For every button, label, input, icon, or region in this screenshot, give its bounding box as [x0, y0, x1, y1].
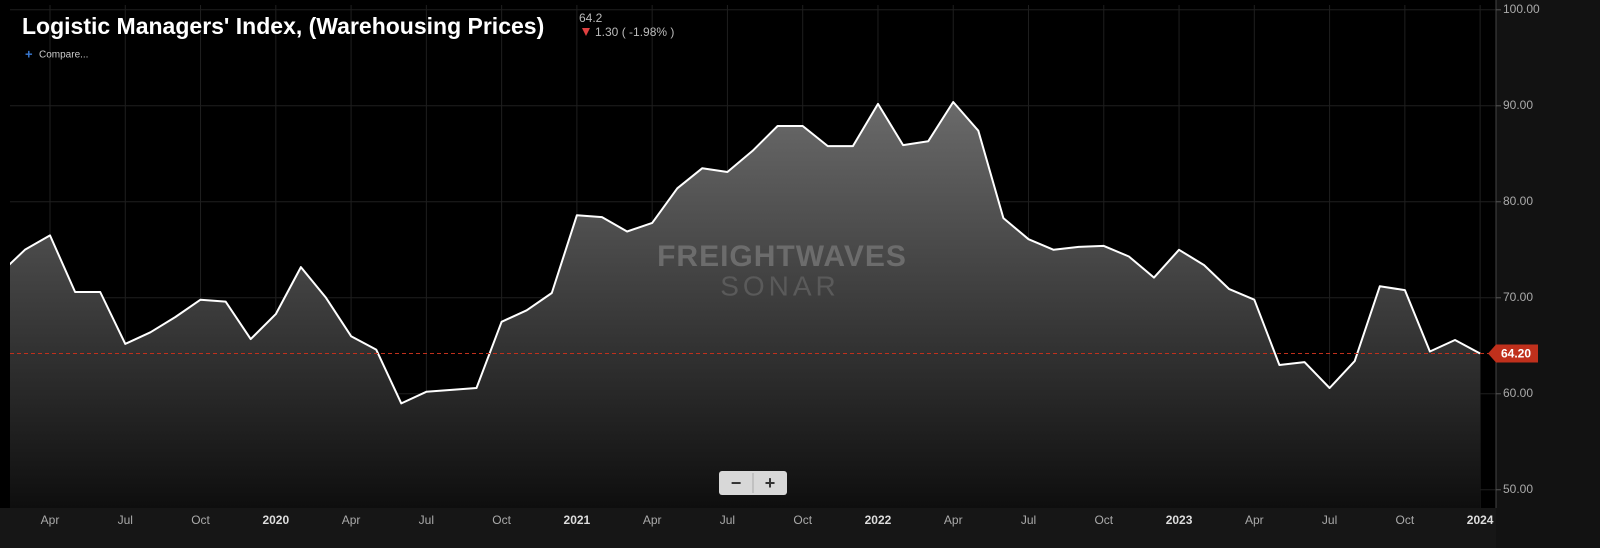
x-tick-label: Jul — [419, 513, 434, 527]
x-tick-label: Apr — [1245, 513, 1264, 527]
area-fill — [10, 102, 1481, 508]
x-tick-label: Jul — [720, 513, 735, 527]
x-tick-label: Jul — [1021, 513, 1036, 527]
last-value-tag — [1488, 344, 1538, 363]
x-tick-label: Apr — [41, 513, 60, 527]
watermark: FREIGHTWAVES — [657, 240, 907, 273]
x-tick-label: Jul — [1322, 513, 1337, 527]
x-tick-label: Oct — [793, 513, 812, 527]
x-tick-label: 2023 — [1166, 513, 1193, 527]
x-tick-label: 2020 — [262, 513, 289, 527]
x-tick-label: Apr — [342, 513, 361, 527]
x-tick-label: Apr — [643, 513, 662, 527]
x-tick-label: Oct — [492, 513, 511, 527]
line — [10, 101, 1481, 405]
down-arrow — [582, 28, 590, 36]
zoom-out[interactable]: − — [731, 473, 742, 493]
axes: 50.00 60.00 70.00 80.00 90.00 100.00 Apr Jul Oct… — [41, 2, 1540, 527]
x-tick-label: 2024 — [1467, 513, 1494, 527]
current-value: 64.2 — [579, 11, 603, 25]
x-tick-label: 2021 — [564, 513, 591, 527]
y-tick-label: 60.00 — [1503, 386, 1533, 400]
x-tick-label: Oct — [1094, 513, 1113, 527]
x-axis-panel — [0, 508, 1496, 548]
y-tick-label: 90.00 — [1503, 98, 1533, 112]
compare-link[interactable]: Compare... — [39, 50, 88, 61]
chart-title: Logistic Managers' Index, (Warehousing P… — [22, 13, 544, 39]
x-tick-label: Jul — [118, 513, 133, 527]
compare-icon[interactable]: + — [25, 46, 33, 61]
y-tick-label: 100.00 — [1503, 2, 1540, 16]
x-tick-label: 2022 — [865, 513, 892, 527]
y-tick-label: 80.00 — [1503, 194, 1533, 208]
plot-area — [10, 101, 1481, 508]
zoom-in[interactable]: + — [765, 473, 776, 493]
watermark: SONAR — [720, 270, 840, 301]
x-tick-label: Apr — [944, 513, 963, 527]
y-tick-label: 70.00 — [1503, 290, 1533, 304]
last-value-label: 64.20 — [1501, 347, 1531, 361]
x-tick-label: Oct — [191, 513, 210, 527]
y-axis-panel — [1496, 0, 1600, 548]
y-tick-label: 50.00 — [1503, 482, 1533, 496]
x-tick-label: Oct — [1396, 513, 1415, 527]
change: 1.30 ( -1.98% ) — [595, 25, 674, 39]
